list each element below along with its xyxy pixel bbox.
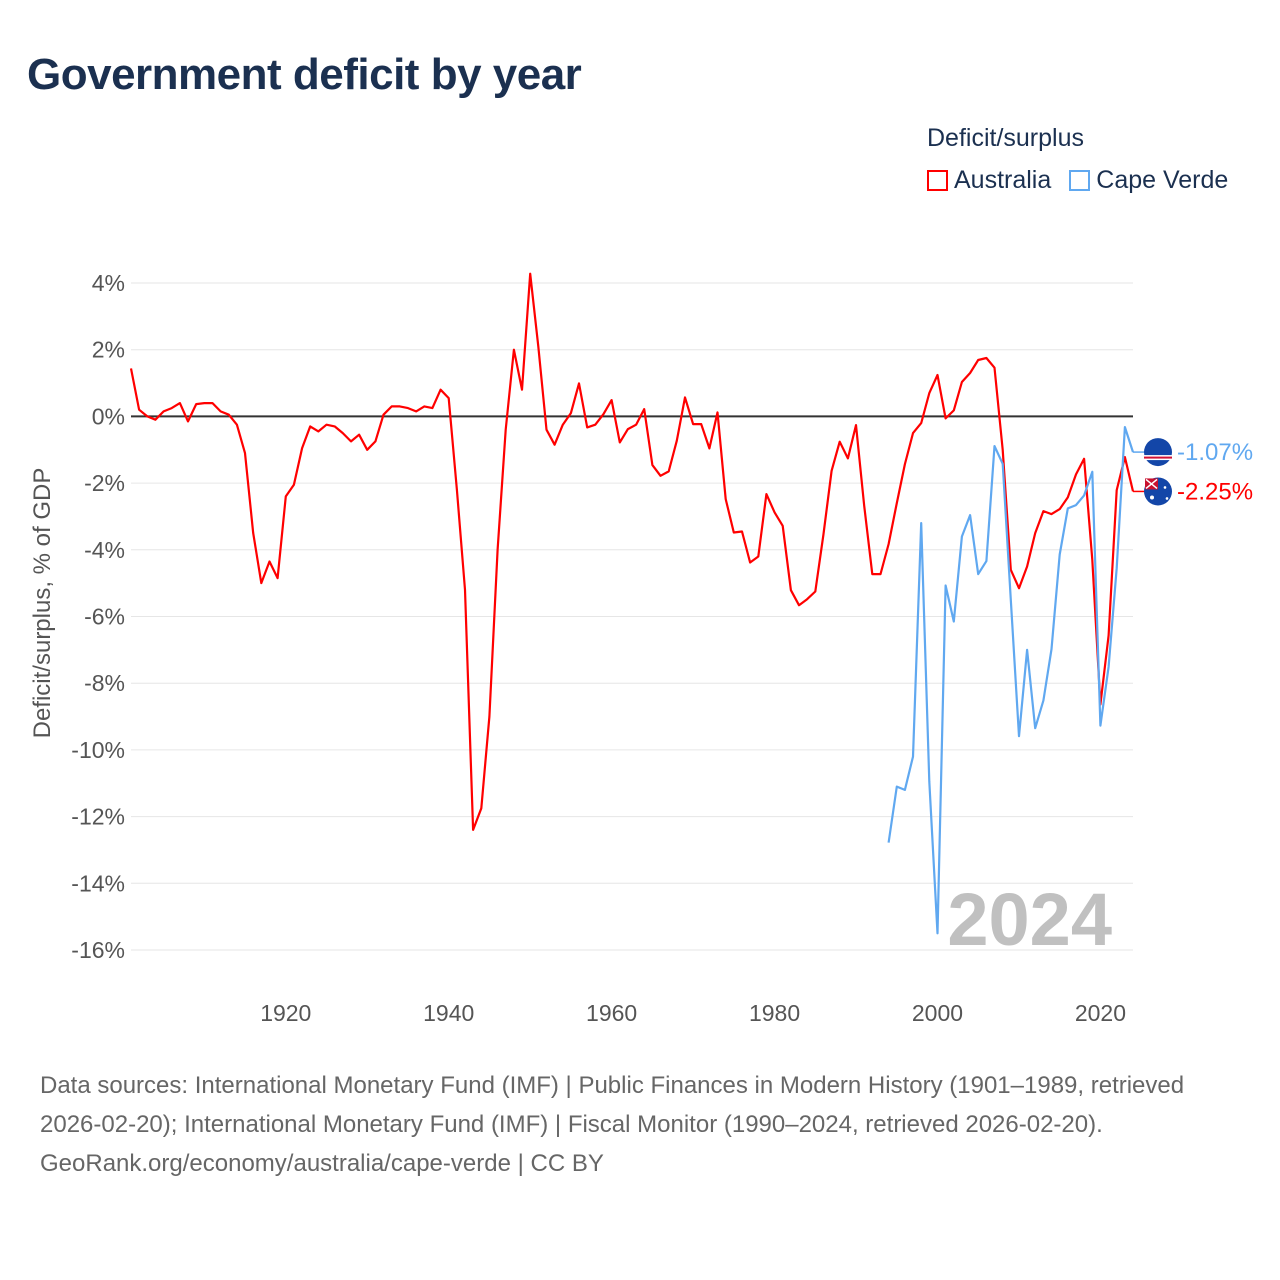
y-tick-label: 0%: [92, 403, 125, 429]
y-axis-title: Deficit/surplus, % of GDP: [29, 468, 56, 739]
y-tick-label: -6%: [84, 604, 125, 630]
y-tick-label: -16%: [71, 937, 125, 963]
y-tick-label: -10%: [71, 737, 125, 763]
end-value-label: -2.25%: [1177, 478, 1253, 505]
data-sources: Data sources: International Monetary Fun…: [40, 1072, 1185, 1138]
flag-stripe: [1144, 456, 1172, 459]
chart-title: Government deficit by year: [27, 50, 582, 99]
y-tick-label: -4%: [84, 537, 125, 563]
end-value-label: -1.07%: [1177, 439, 1253, 466]
flag-circle: [1144, 438, 1172, 467]
x-tick-label: 1940: [423, 1000, 474, 1026]
chart-area: 4% 2% 0% -2% -4% -6% -8% -10% -12% -14% -16% 1920 19…: [29, 270, 1253, 1026]
legend-title: Deficit/surplus: [927, 124, 1084, 152]
legend: Australia Cape Verde: [927, 166, 1246, 195]
footer: Data sources: International Monetary Fun…: [40, 1066, 1240, 1183]
y-tick-label: 4%: [92, 270, 125, 296]
legend-label-australia: Australia: [954, 166, 1052, 194]
australia-flag-icon: [1144, 477, 1172, 506]
flag-star: [1163, 486, 1167, 489]
x-tick-label: 2000: [912, 1000, 963, 1026]
y-tick-label: -12%: [71, 804, 125, 830]
x-tick-label: 1920: [260, 1000, 311, 1026]
x-tick-label: 2020: [1075, 1000, 1126, 1026]
year-watermark: 2024: [947, 878, 1112, 961]
cape-verde-flag-icon: [1144, 438, 1172, 467]
flag-cross: [1145, 478, 1158, 490]
y-tick-label: -2%: [84, 470, 125, 496]
legend-swatch-cape-verde: [1069, 170, 1091, 191]
x-tick-label: 1980: [749, 1000, 800, 1026]
legend-item-cape-verde[interactable]: Cape Verde: [1069, 166, 1228, 195]
y-tick-label: -8%: [84, 670, 125, 696]
credit-link[interactable]: GeoRank.org/economy/australia/cape-verde…: [40, 1150, 604, 1177]
flag-star: [1150, 495, 1154, 500]
y-tick-label: 2%: [92, 337, 125, 363]
legend-item-australia[interactable]: Australia: [927, 166, 1051, 195]
series-line-australia: [129, 272, 1135, 832]
x-tick-label: 1960: [586, 1000, 637, 1026]
series-line-cape-verde: [887, 426, 1135, 935]
y-tick-label: -14%: [71, 870, 125, 896]
legend-label-cape-verde: Cape Verde: [1096, 166, 1229, 194]
legend-swatch-australia: [927, 170, 948, 191]
flag-star: [1165, 497, 1169, 500]
